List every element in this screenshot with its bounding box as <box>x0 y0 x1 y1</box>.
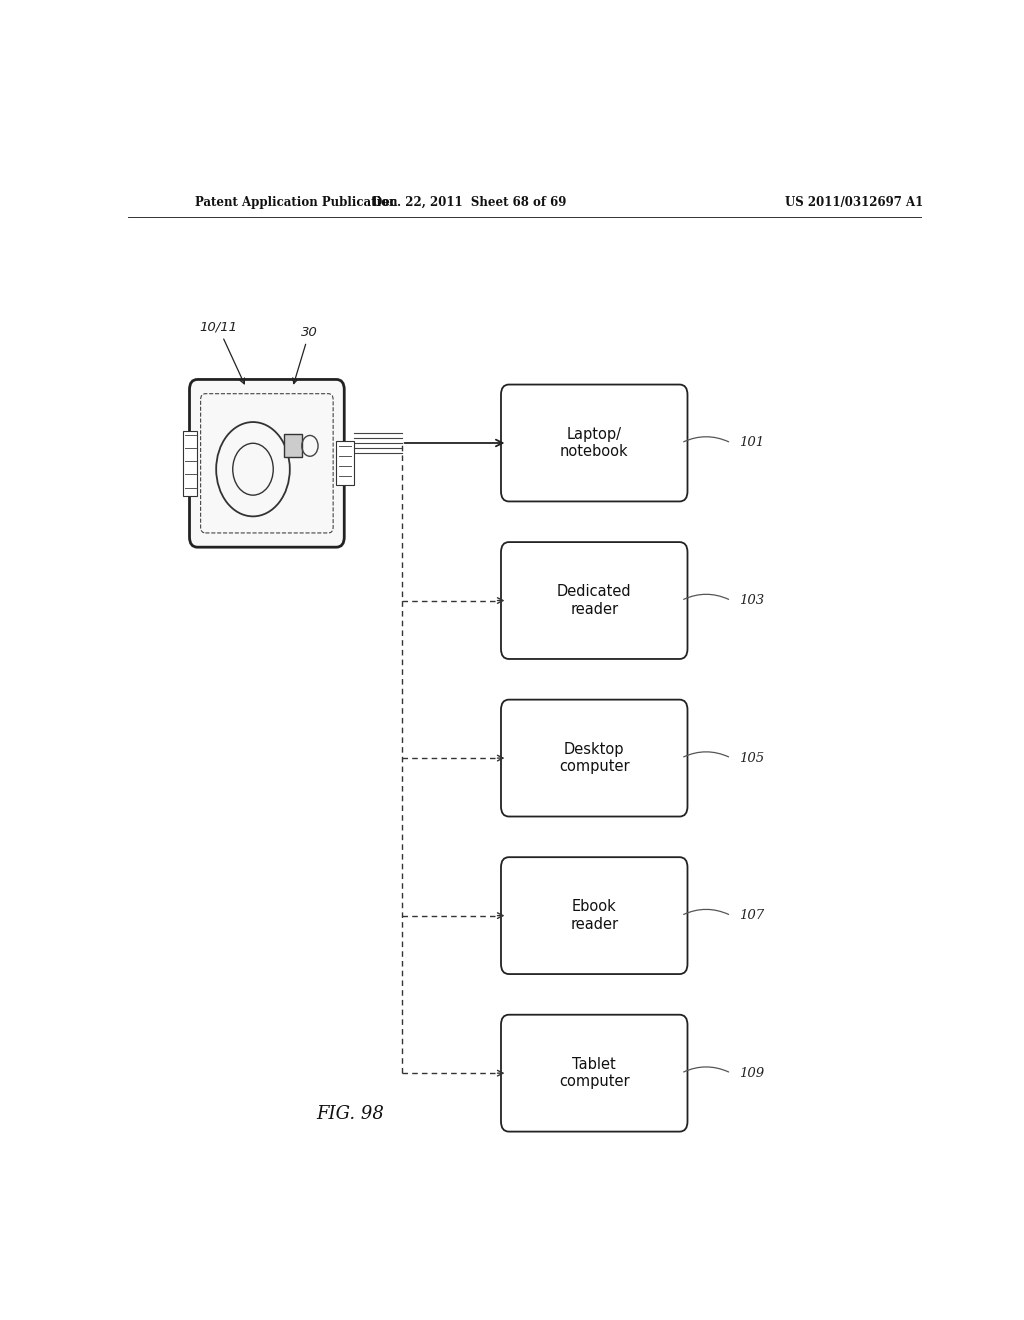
Bar <box>284 434 302 458</box>
Text: FIG. 98: FIG. 98 <box>316 1105 384 1123</box>
Text: 101: 101 <box>739 437 764 450</box>
FancyBboxPatch shape <box>501 857 687 974</box>
Text: Dec. 22, 2011  Sheet 68 of 69: Dec. 22, 2011 Sheet 68 of 69 <box>372 195 566 209</box>
FancyBboxPatch shape <box>501 1015 687 1131</box>
Text: Ebook
reader: Ebook reader <box>570 899 618 932</box>
Text: US 2011/0312697 A1: US 2011/0312697 A1 <box>785 195 924 209</box>
FancyBboxPatch shape <box>501 700 687 817</box>
Text: 30: 30 <box>293 326 317 384</box>
Text: Desktop
computer: Desktop computer <box>559 742 630 775</box>
Text: Patent Application Publication: Patent Application Publication <box>196 195 398 209</box>
Text: 109: 109 <box>739 1067 764 1080</box>
Text: 103: 103 <box>739 594 764 607</box>
Text: 10/11: 10/11 <box>200 321 245 384</box>
FancyBboxPatch shape <box>501 543 687 659</box>
Text: Laptop/
notebook: Laptop/ notebook <box>560 426 629 459</box>
Bar <box>183 430 198 496</box>
FancyBboxPatch shape <box>501 384 687 502</box>
Text: Dedicated
reader: Dedicated reader <box>557 585 632 616</box>
FancyBboxPatch shape <box>189 379 344 548</box>
Text: 107: 107 <box>739 909 764 923</box>
Bar <box>336 441 353 486</box>
Text: Tablet
computer: Tablet computer <box>559 1057 630 1089</box>
Text: 105: 105 <box>739 751 764 764</box>
